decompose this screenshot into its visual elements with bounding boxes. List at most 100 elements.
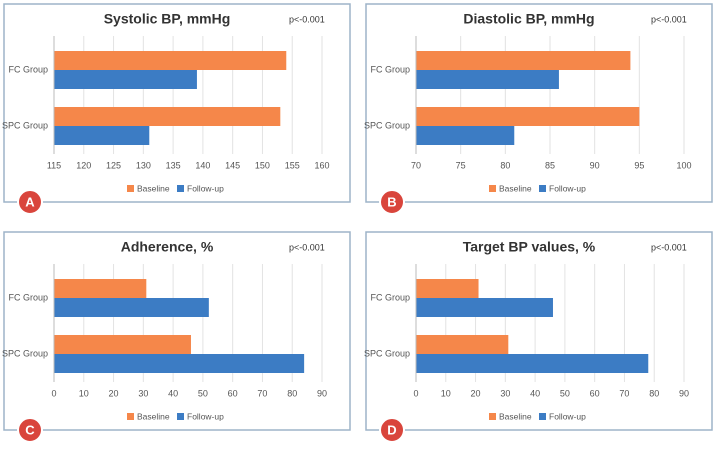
x-tick-label: 70 — [257, 388, 267, 398]
annotation: p<-0.001 — [289, 242, 325, 252]
chart-title: Adherence, % — [121, 239, 214, 255]
x-tick-label: 145 — [225, 160, 240, 170]
x-tick-label: 150 — [255, 160, 270, 170]
legend-label: Baseline — [137, 183, 170, 193]
chart-title: Systolic BP, mmHg — [104, 11, 231, 27]
x-tick-label: 80 — [287, 388, 297, 398]
x-tick-label: 155 — [285, 160, 300, 170]
legend-swatch — [127, 185, 134, 192]
x-tick-label: 20 — [109, 388, 119, 398]
bar — [54, 70, 197, 89]
x-tick-label: 30 — [138, 388, 148, 398]
bar — [416, 51, 631, 70]
annotation: p<-0.001 — [651, 14, 687, 24]
panel: Adherence, % p<-0.001 0 10 20 30 40 50 60 70 80 90 F… — [2, 231, 351, 443]
panel-letter: C — [25, 422, 35, 437]
panel-letter: D — [387, 422, 396, 437]
legend-swatch — [489, 413, 496, 420]
bar — [54, 126, 150, 145]
x-tick-label: 40 — [530, 388, 540, 398]
bar — [416, 298, 553, 317]
x-tick-label: 85 — [545, 160, 555, 170]
x-tick-label: 130 — [136, 160, 151, 170]
panel-letter: B — [387, 194, 396, 209]
bar — [54, 354, 305, 373]
x-tick-label: 60 — [590, 388, 600, 398]
chart-title: Target BP values, % — [463, 239, 596, 255]
x-tick-label: 50 — [560, 388, 570, 398]
legend-swatch — [177, 413, 184, 420]
x-tick-label: 90 — [590, 160, 600, 170]
x-tick-label: 10 — [441, 388, 451, 398]
bar — [416, 279, 479, 298]
y-tick-label: SPC Group — [2, 348, 48, 358]
bar — [54, 107, 281, 126]
bar — [416, 107, 640, 126]
legend-label: Baseline — [137, 411, 170, 421]
bar — [54, 51, 287, 70]
panel-badge — [379, 417, 405, 443]
panel-frame — [3, 3, 351, 203]
bar — [416, 335, 509, 354]
legend-swatch — [489, 185, 496, 192]
annotation: p<-0.001 — [651, 242, 687, 252]
x-tick-label: 40 — [168, 388, 178, 398]
x-tick-label: 80 — [500, 160, 510, 170]
x-tick-label: 95 — [634, 160, 644, 170]
y-tick-label: SPC Group — [364, 120, 410, 130]
legend-label: Follow-up — [549, 411, 586, 421]
y-tick-label: FC Group — [8, 292, 48, 302]
x-tick-label: 80 — [649, 388, 659, 398]
legend-swatch — [539, 413, 546, 420]
legend-label: Follow-up — [187, 411, 224, 421]
legend-swatch — [177, 185, 184, 192]
x-tick-label: 120 — [76, 160, 91, 170]
x-tick-label: 70 — [411, 160, 421, 170]
panel-badge — [17, 417, 43, 443]
x-tick-label: 160 — [314, 160, 329, 170]
x-tick-label: 75 — [456, 160, 466, 170]
bar — [54, 279, 147, 298]
panel-letter: A — [25, 194, 35, 209]
legend-swatch — [127, 413, 134, 420]
x-tick-label: 115 — [47, 160, 61, 170]
x-tick-label: 50 — [198, 388, 208, 398]
chart-title: Diastolic BP, mmHg — [463, 11, 594, 27]
x-tick-label: 90 — [317, 388, 327, 398]
y-tick-label: SPC Group — [2, 120, 48, 130]
panel: Systolic BP, mmHg p<-0.001 115 120 125 130 135… — [2, 3, 351, 215]
panel-frame — [3, 231, 351, 431]
bar — [416, 70, 559, 89]
x-tick-label: 60 — [228, 388, 238, 398]
panel: Target BP values, % p<-0.001 0 10 20 30 40 50 60… — [364, 231, 713, 443]
x-tick-label: 90 — [679, 388, 689, 398]
x-tick-label: 100 — [676, 160, 691, 170]
panel-frame — [365, 3, 713, 203]
x-tick-label: 20 — [471, 388, 481, 398]
x-tick-label: 140 — [195, 160, 210, 170]
panel-frame — [365, 231, 713, 431]
annotation: p<-0.001 — [289, 14, 325, 24]
y-tick-label: FC Group — [370, 292, 410, 302]
legend-label: Baseline — [499, 183, 532, 193]
panel-badge — [379, 189, 405, 215]
y-tick-label: FC Group — [370, 64, 410, 74]
x-tick-label: 125 — [106, 160, 121, 170]
x-tick-label: 135 — [166, 160, 181, 170]
panel-badge — [17, 189, 43, 215]
x-tick-label: 30 — [500, 388, 510, 398]
legend-label: Follow-up — [549, 183, 586, 193]
x-tick-label: 0 — [413, 388, 418, 398]
legend-label: Baseline — [499, 411, 532, 421]
x-tick-label: 10 — [79, 388, 89, 398]
bar — [416, 126, 515, 145]
panel: Diastolic BP, mmHg p<-0.001 70 75 80 85 90 95 10… — [364, 3, 713, 215]
legend-label: Follow-up — [187, 183, 224, 193]
y-tick-label: SPC Group — [364, 348, 410, 358]
bar — [54, 298, 209, 317]
bar — [54, 335, 191, 354]
x-tick-label: 70 — [619, 388, 629, 398]
legend-swatch — [539, 185, 546, 192]
x-tick-label: 0 — [51, 388, 56, 398]
